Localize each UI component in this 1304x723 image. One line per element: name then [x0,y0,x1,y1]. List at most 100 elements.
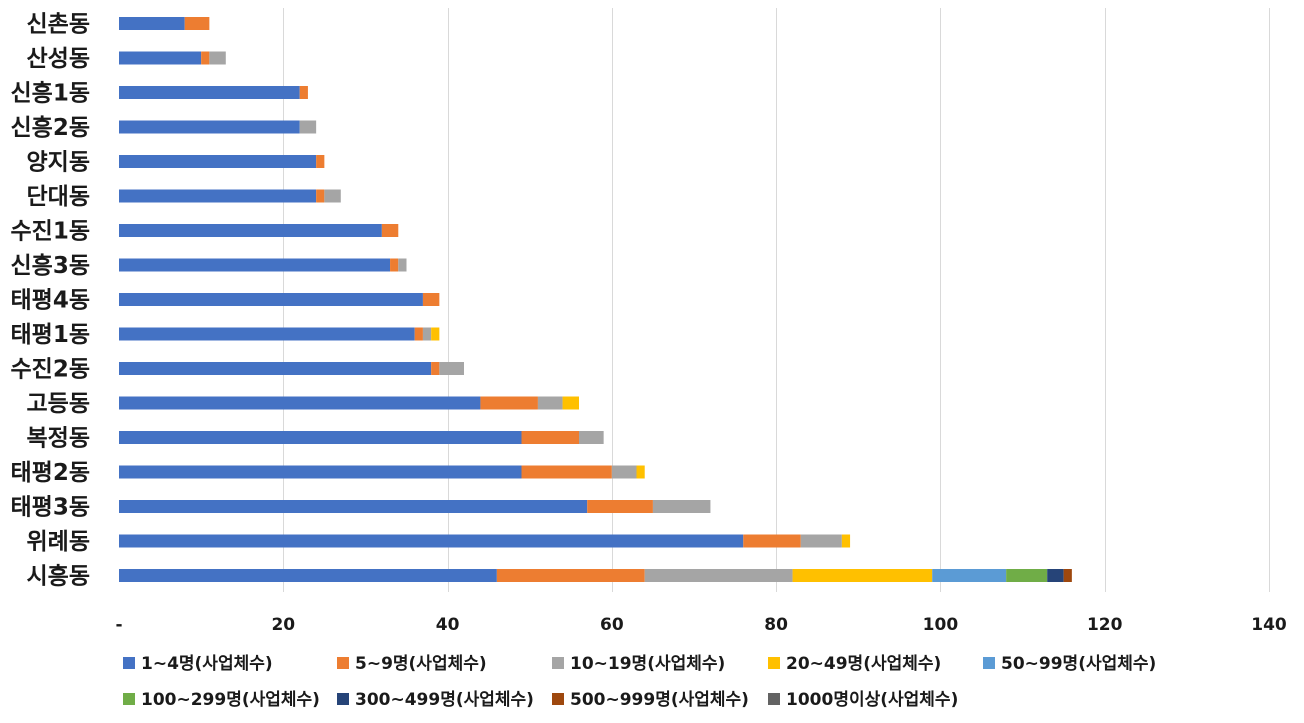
category-labels: 신촌동산성동신흥1동신흥2동양지동단대동수진1동신흥3동태평4동태평1동수진2동… [11,12,90,590]
legend: 1~4명(사업체수) 5~9명(사업체수) 10~19명(사업체수) 20~49명(사… [123,654,1156,710]
bar-segment-2-series-3 [209,51,226,65]
category-label: 태평4동 [11,288,90,314]
bar-segment-17-series-2 [496,569,645,582]
x-tick-label: 60 [600,615,624,635]
bar-segment-11-series-2 [431,362,440,375]
bar-segment-17-series-1 [119,569,497,582]
legend-swatch [768,657,780,669]
legend-item: 1~4명(사업체수) [123,654,273,674]
bar-segment-6-series-3 [324,189,341,203]
category-label: 태평3동 [11,495,90,521]
bar-segment-15-series-3 [652,500,711,513]
bar-segment-3-series-1 [119,86,300,99]
category-label: 고등동 [27,391,90,417]
bar-segment-14-series-3 [611,465,637,479]
bar-segment-17-series-7 [1047,569,1064,582]
legend-item: 20~49명(사업체수) [768,654,941,674]
legend-swatch [552,657,564,669]
bar-segment-16-series-2 [743,534,801,548]
bar-segment-1-series-1 [119,17,185,30]
bar-segment-15-series-2 [587,500,653,513]
category-label: 신흥3동 [11,253,90,279]
bar-segment-6-series-2 [316,189,325,203]
bar-segment-11-series-3 [439,362,464,375]
legend-item: 1000명이상(사업체수) [768,690,958,710]
bar-segment-17-series-3 [644,569,793,582]
x-tick-label: 20 [271,615,295,635]
bar-segment-16-series-4 [841,534,851,548]
legend-item: 10~19명(사업체수) [552,654,725,674]
legend-label: 5~9명(사업체수) [355,654,487,674]
x-tick-label: - [115,615,122,635]
category-label: 수진2동 [11,357,90,383]
category-label: 산성동 [27,46,90,72]
bar-segment-14-series-2 [521,465,612,479]
bar-segment-15-series-1 [119,500,588,513]
bar-segment-1-series-2 [184,17,210,30]
bar-segment-8-series-2 [390,258,399,272]
bar-segment-3-series-2 [299,86,308,99]
bar-segment-16-series-3 [800,534,842,548]
bar-segment-7-series-1 [119,224,382,237]
legend-label: 10~19명(사업체수) [570,654,725,674]
x-tick-label: 40 [436,615,460,635]
category-label: 단대동 [27,184,90,210]
category-label: 시흥동 [27,564,90,590]
category-label: 양지동 [27,150,90,176]
legend-swatch [123,657,135,669]
bar-segment-2-series-2 [201,51,210,65]
legend-item: 500~999명(사업체수) [552,690,749,710]
bar-segment-9-series-1 [119,293,423,306]
bar-segment-9-series-2 [422,293,440,306]
legend-swatch [768,693,780,705]
legend-label: 500~999명(사업체수) [570,690,749,710]
legend-item: 300~499명(사업체수) [337,690,534,710]
bar-segment-2-series-1 [119,51,202,65]
bar-segment-17-series-5 [932,569,1007,582]
legend-label: 100~299명(사업체수) [141,690,320,710]
bar-segment-14-series-4 [636,465,645,479]
category-label: 신흥1동 [11,81,90,107]
bar-segment-13-series-1 [119,431,522,444]
x-tick-label: 120 [1087,615,1123,635]
x-tick-label: 140 [1251,615,1287,635]
category-label: 태평2동 [11,460,90,486]
legend-swatch [337,693,349,705]
bar-segment-10-series-4 [431,327,440,341]
category-label: 신촌동 [27,12,90,38]
legend-item: 50~99명(사업체수) [983,654,1156,674]
category-label: 수진1동 [11,219,90,245]
legend-swatch [552,693,564,705]
bar-segment-12-series-3 [537,396,563,410]
legend-label: 1~4명(사업체수) [141,654,273,674]
bar-segment-12-series-1 [119,396,481,410]
bar-segment-17-series-8 [1063,569,1072,582]
bar-segment-6-series-1 [119,189,317,203]
bar-segment-10-series-1 [119,327,415,341]
bar-segment-12-series-4 [562,396,579,410]
bar-segment-4-series-1 [119,120,300,134]
bar-segment-12-series-2 [480,396,538,410]
bar-segment-7-series-2 [381,224,399,237]
legend-item: 5~9명(사업체수) [337,654,487,674]
x-axis-tick-labels: - 20 40 60 80 100 120 140 [115,615,1286,635]
legend-label: 1000명이상(사업체수) [786,690,958,710]
category-label: 태평1동 [11,322,90,348]
bar-segment-8-series-1 [119,258,391,272]
bar-segment-4-series-3 [299,120,317,134]
bar-segment-17-series-4 [792,569,933,582]
category-label: 신흥2동 [11,115,90,141]
legend-label: 300~499명(사업체수) [355,690,534,710]
x-tick-label: 100 [923,615,959,635]
bar-segment-13-series-3 [579,431,604,444]
legend-swatch [983,657,995,669]
bar-segment-11-series-1 [119,362,432,375]
legend-label: 20~49명(사업체수) [786,654,941,674]
bar-segment-5-series-1 [119,155,317,168]
bar-segment-10-series-3 [422,327,432,341]
x-tick-label: 80 [764,615,788,635]
bars [119,17,1072,582]
legend-label: 50~99명(사업체수) [1001,654,1156,674]
category-label: 위례동 [27,529,90,555]
